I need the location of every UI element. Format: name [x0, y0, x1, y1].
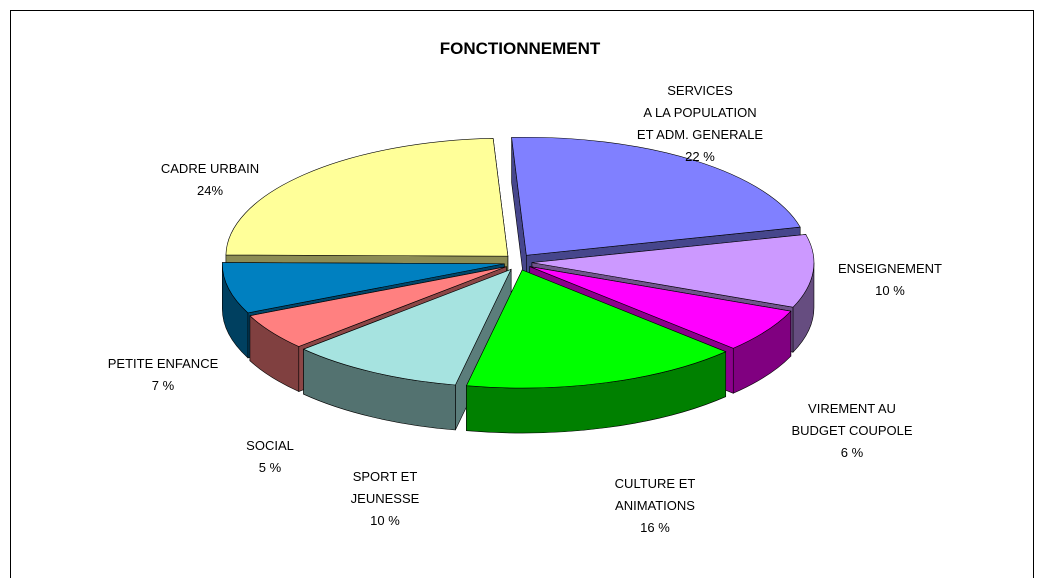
- slice: [529, 266, 792, 349]
- value-label: 10 %: [370, 513, 400, 528]
- slice: [511, 136, 801, 256]
- value-label: 16 %: [640, 520, 670, 535]
- slice: [531, 234, 815, 308]
- slice: [225, 138, 509, 257]
- value-label: 22 %: [685, 149, 715, 164]
- slice-label: ET ADM. GENERALE: [637, 127, 764, 142]
- slice: [249, 266, 507, 347]
- value-label: 24%: [197, 183, 223, 198]
- value-label: 6 %: [841, 445, 864, 460]
- slice-label: BUDGET COUPOLE: [791, 423, 912, 438]
- chart-title: FONCTIONNEMENT: [440, 39, 601, 58]
- slice: [302, 268, 512, 386]
- slice-label: A LA POPULATION: [643, 105, 756, 120]
- value-label: 7 %: [152, 378, 175, 393]
- slice-tops: [222, 136, 815, 389]
- value-label: 5 %: [259, 460, 282, 475]
- slice: [465, 269, 727, 389]
- value-label: 10 %: [875, 283, 905, 298]
- slice-label: ENSEIGNEMENT: [838, 261, 942, 276]
- slice-label: CULTURE ET: [615, 476, 696, 491]
- slice-label: VIREMENT AU: [808, 401, 896, 416]
- slice-sides: [222, 262, 815, 434]
- slice-label: PETITE ENFANCE: [108, 356, 219, 371]
- slice-label: JEUNESSE: [351, 491, 420, 506]
- slice-label: ANIMATIONS: [615, 498, 695, 513]
- slice-label: SERVICES: [667, 83, 733, 98]
- slice-label: SPORT ET: [353, 469, 418, 484]
- slice-label: CADRE URBAIN: [161, 161, 259, 176]
- slice: [222, 262, 505, 314]
- slice-label: SOCIAL: [246, 438, 294, 453]
